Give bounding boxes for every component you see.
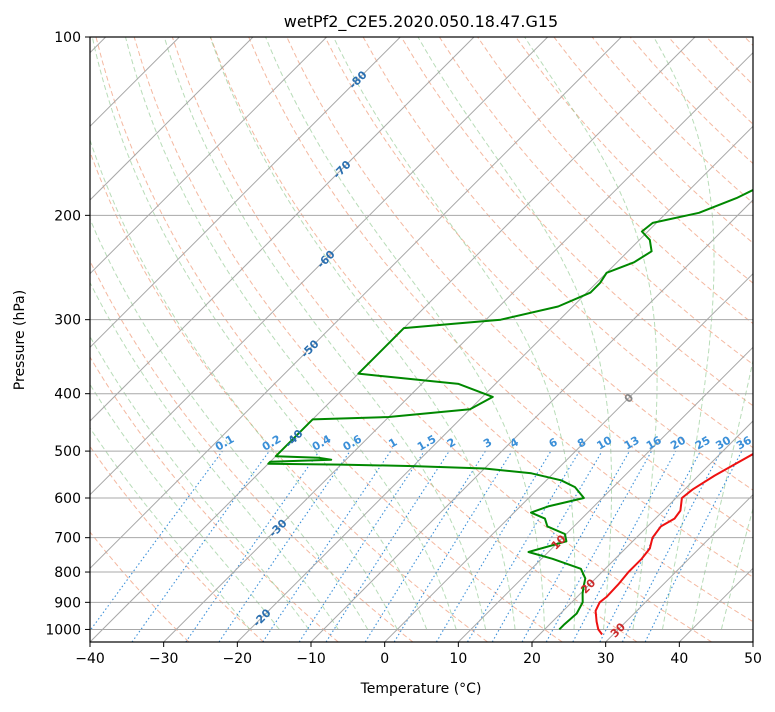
isotherm-label: 40 [638,664,658,684]
x-tick-label: 30 [597,651,615,667]
y-tick-label: 200 [54,208,81,224]
isotherm-label: -10 [234,696,257,708]
y-axis-label: Pressure (hPa) [12,290,28,390]
y-tick-label: 700 [54,531,81,547]
y-axis-ticks: 100 200 300 400 500 600 700 800 900 1000 [45,30,90,638]
x-tick-label: −40 [75,651,105,667]
y-tick-label: 100 [54,30,81,46]
x-tick-label: −10 [296,651,326,667]
y-tick-label: 1000 [45,622,81,638]
y-tick-label: 900 [54,595,81,611]
y-tick-label: 300 [54,313,81,329]
plot-background [90,37,753,642]
isotherm-label: -90 [362,0,385,2]
x-tick-label: 40 [670,651,688,667]
chart-title: wetPf2_C2E5.2020.050.18.47.G15 [284,12,558,32]
y-tick-label: 600 [54,491,81,507]
x-tick-label: −20 [223,651,253,667]
y-tick-label: 400 [54,387,81,403]
x-tick-label: −30 [149,651,179,667]
x-axis-label: Temperature (°C) [360,681,482,697]
x-tick-label: 0 [380,651,389,667]
x-tick-label: 20 [523,651,541,667]
x-tick-label: 10 [449,651,467,667]
isotherm-line [753,37,775,642]
y-tick-label: 800 [54,565,81,581]
x-tick-label: 50 [744,651,762,667]
y-tick-label: 500 [54,444,81,460]
x-axis-ticks: −40 −30 −20 −10 0 10 20 30 40 50 [75,642,762,667]
